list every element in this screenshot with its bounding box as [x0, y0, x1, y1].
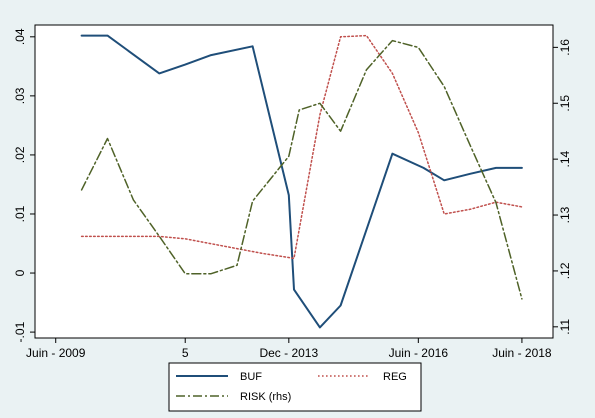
x-tick-label: Dec - 2013: [259, 346, 318, 360]
y-tick-label: 0: [13, 269, 27, 276]
y-tick-label: .02: [13, 146, 27, 163]
x-tick-label: Juin - 2018: [492, 346, 552, 360]
y2-tick-label: .14: [558, 150, 572, 167]
x-tick-label: Juin - 2016: [389, 346, 449, 360]
series-line-0: [80, 34, 523, 329]
series-layer: [80, 34, 523, 329]
y2-tick-label: .12: [558, 262, 572, 279]
series-line-1: [80, 34, 523, 260]
x-tick-label: Juin - 2009: [26, 346, 86, 360]
legend-box: [168, 362, 422, 412]
legend-label-2: RISK (rhs): [240, 391, 291, 403]
legend-label-1: REG: [383, 371, 407, 383]
legend-label-0: BUF: [240, 371, 262, 383]
y-tick-label: .03: [13, 87, 27, 104]
y2-tick-label: .13: [558, 206, 572, 223]
y-tick-label: .01: [13, 205, 27, 222]
legend: BUF REG RISK (rhs): [176, 371, 407, 403]
axes-layer: -.01 0 .01 .02 .03 .04 .11 .12 .13 .14 .15 .16 Juin …: [13, 28, 572, 360]
y2-tick-label: .15: [558, 95, 572, 112]
x-tick-label: 5: [182, 346, 189, 360]
y2-tick-label: .16: [558, 39, 572, 56]
y-tick-label: .04: [13, 28, 27, 45]
y2-tick-label: .11: [558, 319, 572, 335]
y-tick-label: -.01: [13, 321, 27, 342]
series-line-2: [80, 39, 523, 300]
